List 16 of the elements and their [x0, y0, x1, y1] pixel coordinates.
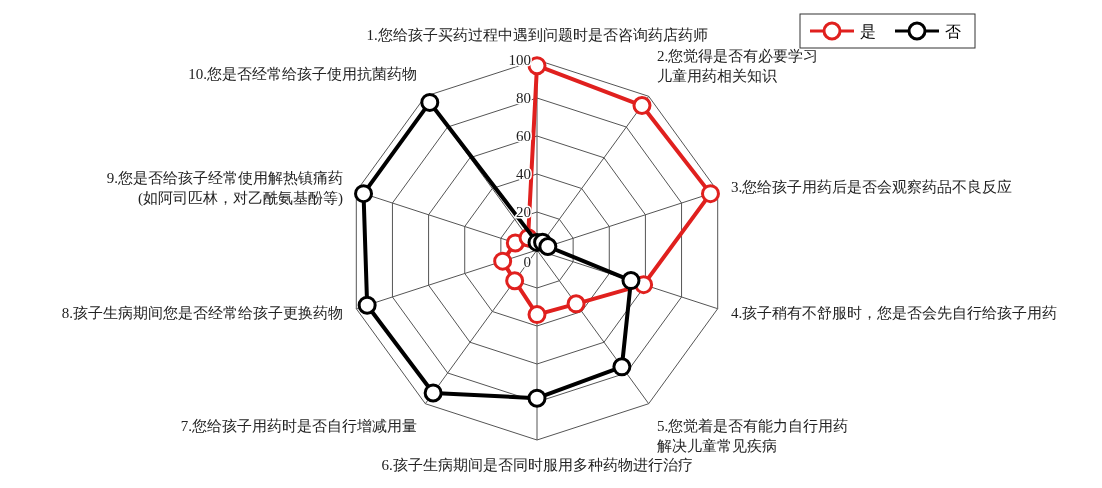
spoke-label: 8.孩子生病期间您是否经常给孩子更换药物 — [61, 305, 343, 322]
spoke-label: 1.您给孩子买药过程中遇到问题时是否咨询药店药师 — [366, 27, 708, 43]
spoke-label: 7.您给孩子用药时是否自行增减用量 — [180, 418, 418, 435]
spoke-label: 2.您觉得是否有必要学习儿童用药相关知识 — [656, 47, 819, 84]
spoke-label: 4.孩子稍有不舒服时，您是否会先自行给孩子用药 — [731, 305, 1058, 322]
spoke-label: 10.您是否经常给孩子使用抗菌药物 — [188, 65, 418, 82]
spoke-label: 3.您给孩子用药后是否会观察药品不良反应 — [731, 178, 1013, 195]
legend-label: 否 — [945, 23, 961, 40]
spoke-label: 6.孩子生病期间是否同时服用多种药物进行治疗 — [381, 457, 693, 473]
y-tick-label: 100 — [508, 52, 531, 68]
y-tick-label: 60 — [516, 128, 531, 144]
y-tick-label: 80 — [516, 90, 531, 106]
spoke-label: 9.您是否给孩子经常使用解热镇痛药 (如阿司匹林，对乙酰氨基酚等) — [106, 169, 343, 207]
y-tick-label: 0 — [523, 254, 531, 270]
spoke-label: 5.您觉着是否有能力自行用药解决儿童常见疾病 — [656, 418, 849, 455]
legend-label: 是 — [860, 23, 876, 40]
